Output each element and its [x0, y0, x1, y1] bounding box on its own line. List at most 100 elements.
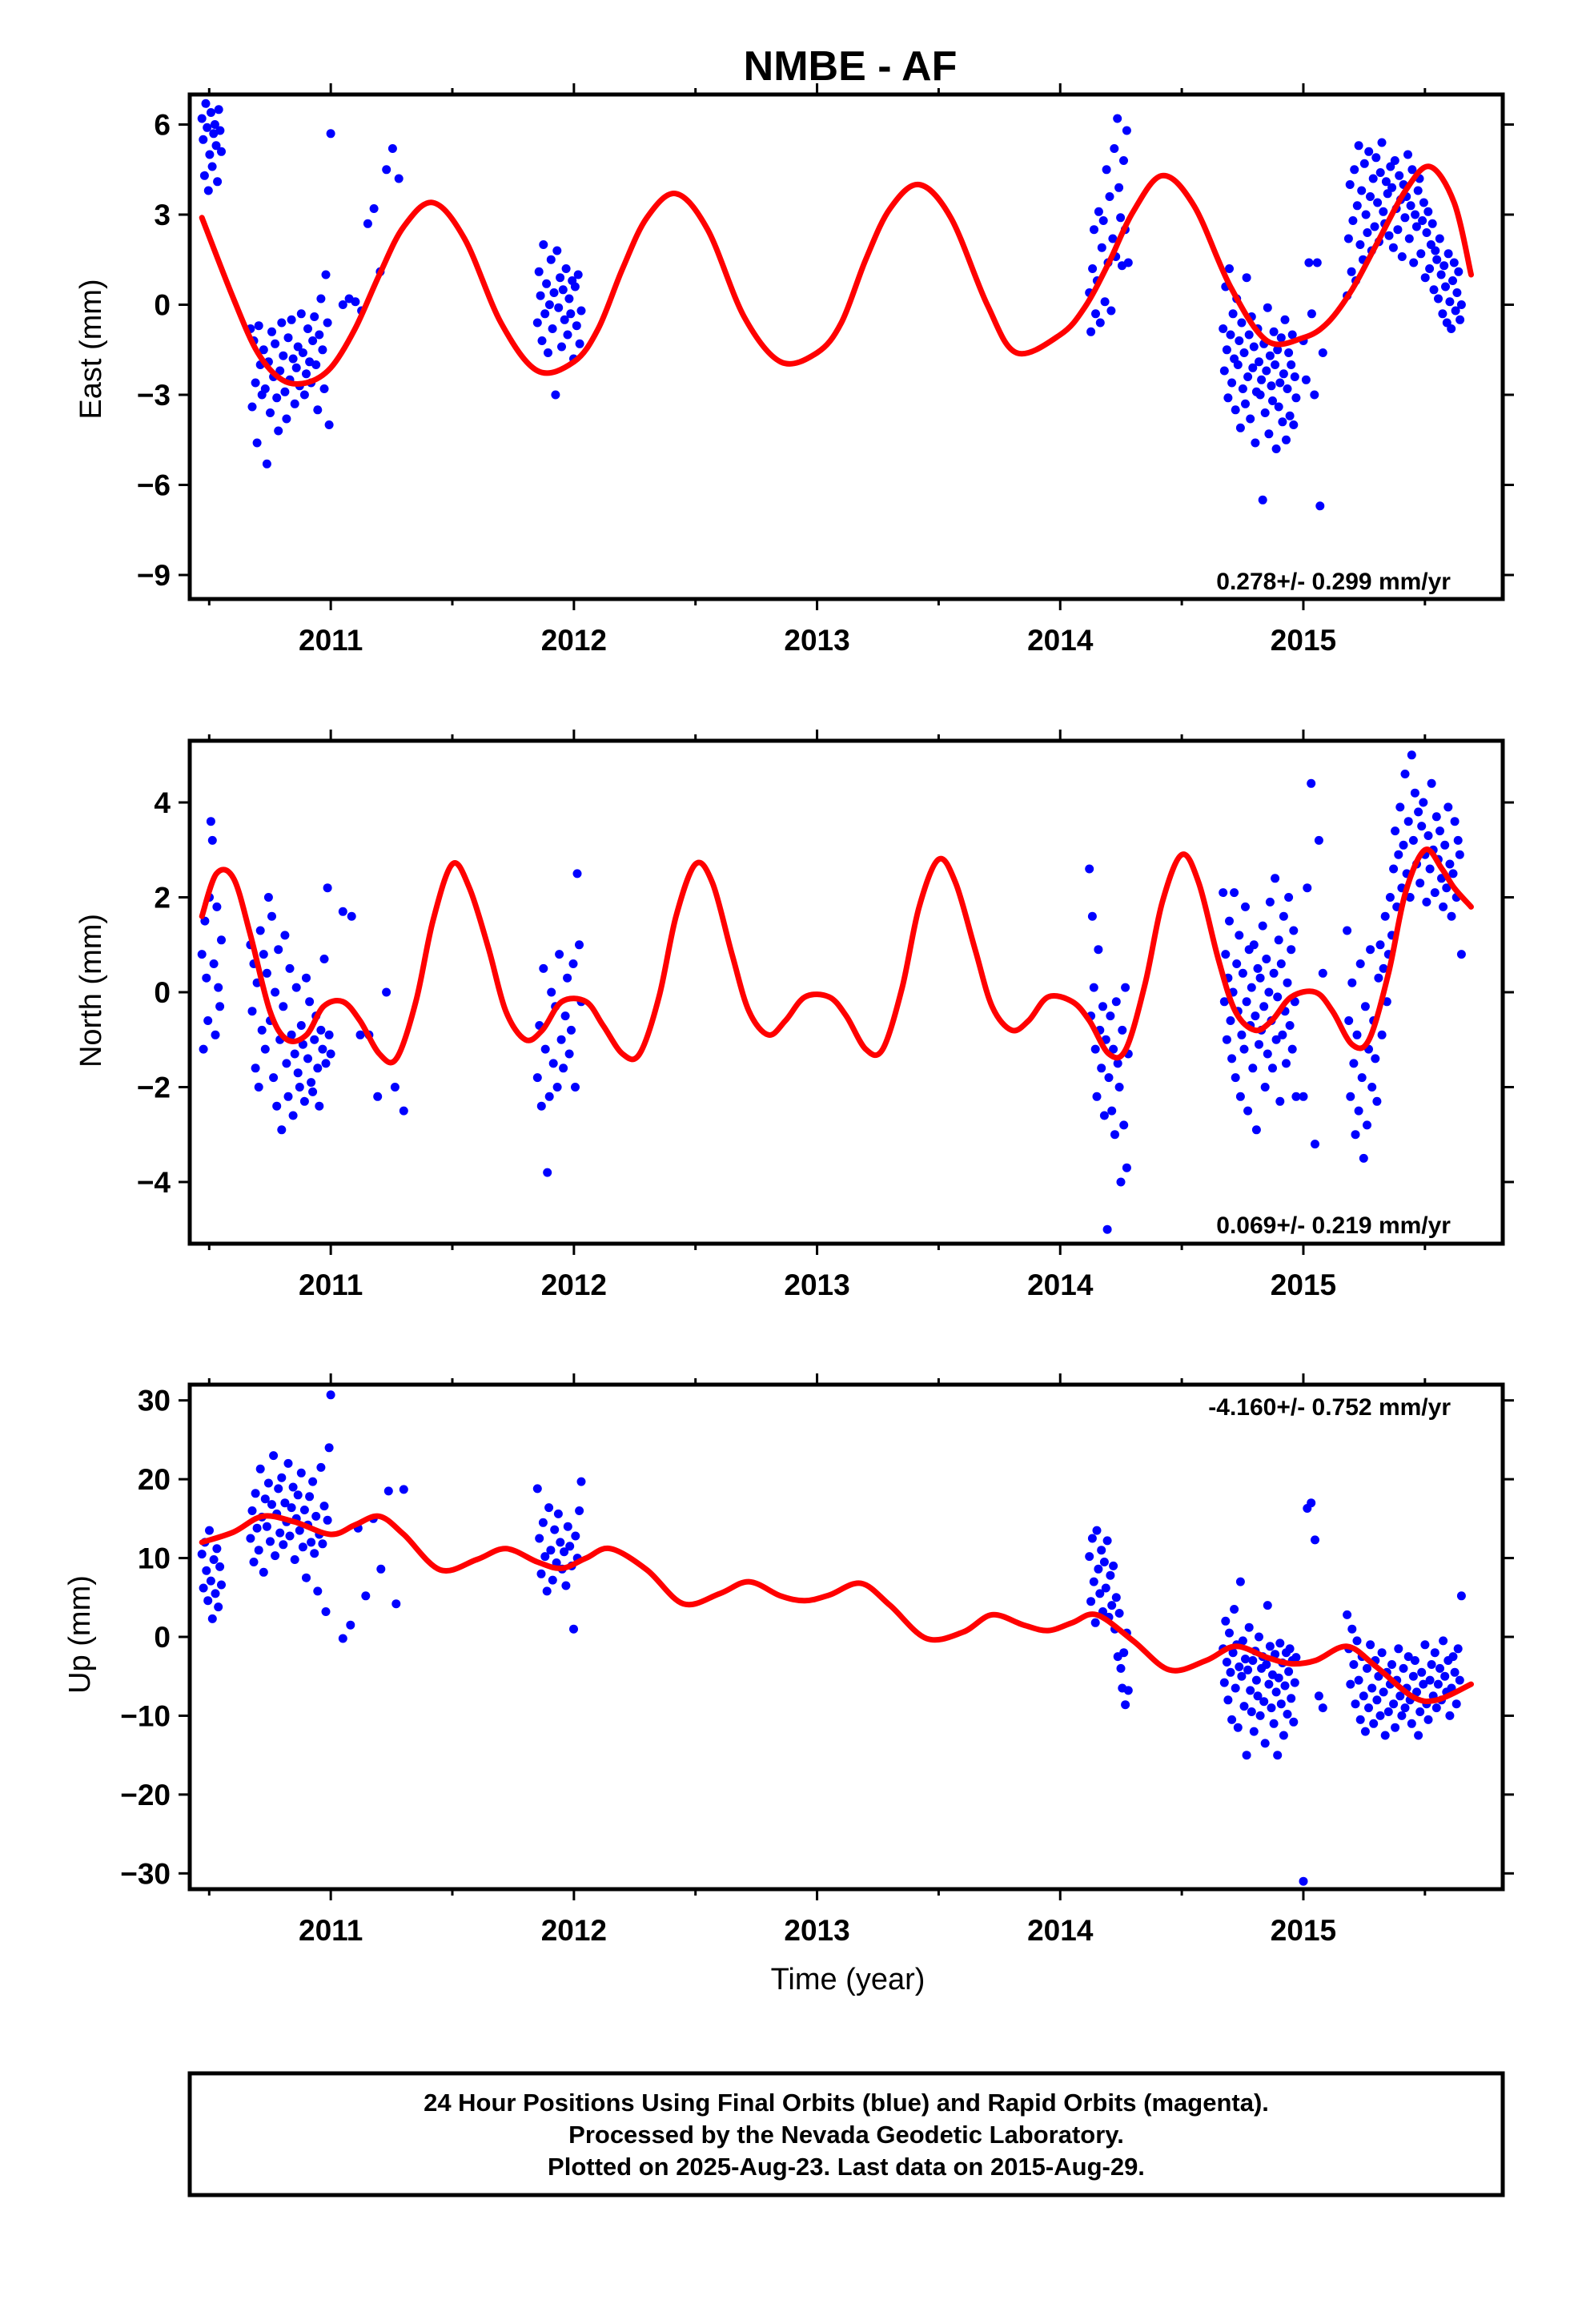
panel-up-data-point	[1346, 1679, 1355, 1689]
panel-up-data-point	[254, 1546, 263, 1555]
panel-north-x-tick-label: 2014	[1027, 1269, 1094, 1301]
panel-east-data-point	[1105, 192, 1114, 201]
panel-east-data-point	[1304, 258, 1314, 267]
panel-up-data-point	[1087, 1534, 1097, 1543]
panel-up-data-point	[1415, 1707, 1425, 1716]
panel-north-data-point	[291, 983, 301, 992]
panel-up-y-tick-label: 0	[154, 1621, 171, 1654]
panel-east-frame	[187, 92, 1505, 601]
panel-up-data-point	[569, 1624, 578, 1634]
panel-north-data-point	[1318, 968, 1327, 978]
panel-east-y-tick-label: 3	[154, 199, 171, 231]
panel-north-data-point	[1456, 950, 1466, 959]
panel-east-data-point	[1307, 309, 1316, 319]
panel-east-data-point	[315, 330, 324, 340]
panel-up-data-point	[1119, 1648, 1129, 1658]
panel-up-data-point	[212, 1544, 222, 1554]
panel-north-data-point	[1109, 1044, 1118, 1054]
panel-north-data-point	[567, 1025, 576, 1035]
panel-north-data-point	[1258, 921, 1267, 931]
panel-up-data-point	[277, 1473, 287, 1482]
panel-east-data-point	[1420, 273, 1430, 283]
panel-north-data-point	[279, 1002, 288, 1011]
panel-east-data-point	[544, 300, 554, 309]
panel-east-data-point	[1435, 234, 1444, 243]
panel-north-data-point	[1241, 902, 1250, 911]
panel-up-data-point	[1363, 1663, 1371, 1673]
panel-east-data-point	[1436, 270, 1446, 279]
panel-up-data-point	[1417, 1667, 1427, 1677]
panel-north-data-point	[324, 1030, 334, 1039]
panel-east-data-point	[262, 459, 271, 468]
panel-north-data-point	[1085, 864, 1094, 874]
panel-up-data-point	[1121, 1700, 1130, 1710]
panel-up-data-point	[259, 1567, 268, 1577]
panel-up-data-point	[1230, 1605, 1239, 1614]
panel-east-data	[197, 99, 1474, 511]
panel-east-data-point	[1350, 165, 1359, 175]
panel-up-data-point	[391, 1599, 401, 1609]
panel-north-data-point	[1379, 963, 1388, 973]
panel-north-data-point	[1289, 926, 1299, 935]
panel-up-data-point	[1095, 1589, 1105, 1598]
panel-up-data-point	[1423, 1715, 1433, 1724]
panel-north-data-point	[568, 959, 578, 968]
panel-up-data-point	[1235, 1662, 1244, 1671]
panel-up-data-point	[1375, 1711, 1385, 1720]
panel-north-data-point	[1427, 778, 1436, 788]
panel-up-data-point	[295, 1526, 304, 1535]
panel-up-data-point	[255, 1464, 265, 1474]
panel-east-data-point	[560, 315, 569, 324]
panel-north-data-point	[1269, 968, 1279, 978]
panel-north-data-point	[1247, 983, 1256, 992]
panel-up-data-point	[1275, 1638, 1285, 1648]
panel-up-data-point	[299, 1506, 309, 1514]
panel-east-data-point	[287, 315, 296, 324]
panel-north-data-point	[271, 987, 280, 997]
panel-north-data-point	[1122, 1163, 1131, 1172]
panel-east-data-point	[271, 339, 280, 348]
panel-up-data-point	[1450, 1667, 1460, 1677]
panel-up-data-point	[1237, 1671, 1247, 1681]
panel-east-data-point	[1276, 333, 1286, 343]
panel-up-data-point	[544, 1503, 554, 1513]
panel-east-data-point	[1095, 318, 1105, 328]
panel-north-data-point	[1343, 926, 1352, 935]
panel-east-data-point	[1409, 258, 1419, 267]
panel-north-data-point	[1371, 1054, 1380, 1063]
panel-up-data-point	[1222, 1658, 1231, 1667]
panel-east-data-point	[1241, 399, 1250, 408]
panel-up-data-point	[326, 1390, 335, 1400]
panel-up-data-point	[553, 1509, 563, 1518]
panel-north-data-point	[1282, 1059, 1291, 1068]
panel-north-data-point	[1104, 1073, 1114, 1083]
panel-north-x-tick-label: 2011	[299, 1269, 363, 1301]
panel-north-data-point	[1285, 1021, 1295, 1030]
panel-east-data-point	[260, 384, 270, 393]
panel-east-data-point	[1100, 297, 1110, 307]
panel-east-data-point	[272, 393, 282, 403]
panel-east-data-point	[1110, 144, 1119, 153]
panel-north-data-point	[1443, 802, 1453, 812]
panel-up-data-point	[283, 1458, 293, 1468]
panel-north-data-point	[1410, 788, 1419, 798]
panel-north-data-point	[1259, 1002, 1269, 1011]
panel-east-data-point	[210, 120, 219, 129]
panel-up-data-point	[324, 1443, 334, 1453]
panel-east-data-point	[1275, 378, 1285, 388]
panel-north-data-point	[1113, 1059, 1122, 1068]
panel-east-data-point	[1116, 213, 1126, 223]
panel-up-data-point	[298, 1542, 307, 1552]
panel-north-data-point	[254, 1083, 263, 1092]
footer-line-2: Processed by the Nevada Geodetic Laborat…	[568, 2121, 1124, 2149]
panel-north-rate-label: 0.069+/- 0.219 mm/yr	[1216, 1212, 1451, 1239]
panel-north-data-point	[1422, 897, 1431, 907]
panel-up-data-point	[313, 1586, 323, 1596]
panel-up-data-point	[206, 1576, 215, 1586]
panel-up-data-point	[1111, 1593, 1121, 1602]
panel-east-x-tick-label: 2015	[1271, 624, 1336, 657]
panel-north-data-point	[532, 1073, 542, 1083]
panel-east-data-point	[566, 309, 576, 319]
panel-up-data-point	[288, 1482, 298, 1492]
panel-east-data-point	[1434, 294, 1443, 304]
